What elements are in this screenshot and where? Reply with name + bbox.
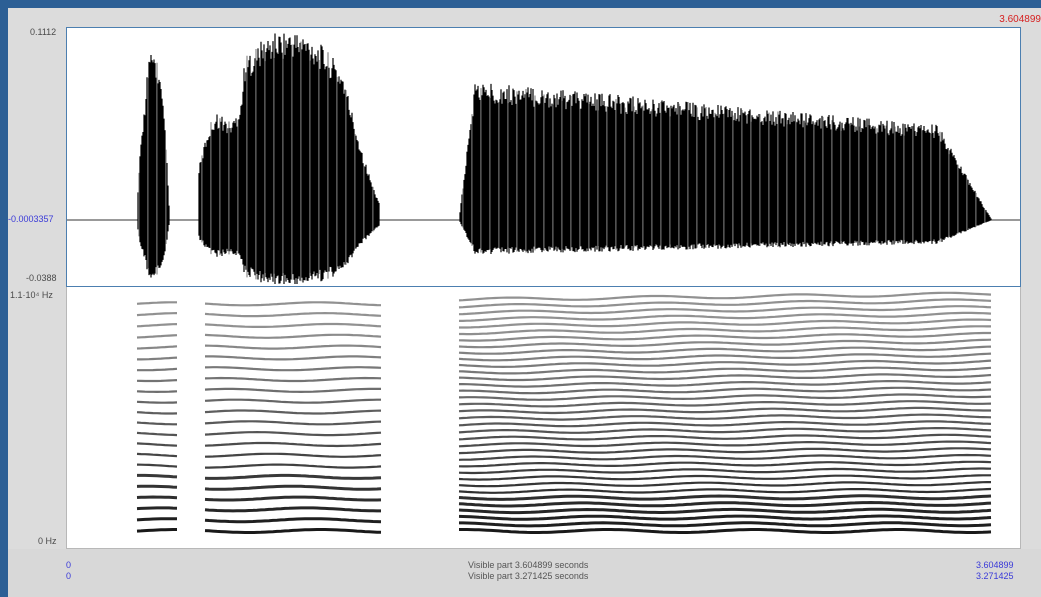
spectrogram-segment-2 <box>204 301 382 534</box>
visible-part-label-2: Visible part 3.271425 seconds <box>468 571 589 581</box>
visible-end-time-2: 3.271425 <box>976 571 1014 581</box>
visible-start-time: 0 <box>66 560 72 570</box>
waveform-y-mid-label: -0.0003357 <box>8 214 54 224</box>
waveform-y-min-label: -0.0388 <box>26 273 57 283</box>
spectrogram-segment-1 <box>136 301 178 533</box>
sound-editor-window: 3.604899 0.1112 -0.0003357 -0.0388 1.1·1… <box>8 8 1041 597</box>
spectrogram-y-max-label: 1.1·10⁴ Hz <box>10 290 53 300</box>
visible-end-time: 3.604899 <box>976 560 1014 570</box>
spectrogram-segment-3 <box>458 291 992 534</box>
waveform-panel[interactable] <box>66 27 1021 287</box>
spectrogram-panel[interactable] <box>66 287 1021 549</box>
visible-part-label: Visible part 3.604899 seconds <box>468 560 589 570</box>
waveform-graphic <box>67 33 1020 284</box>
waveform-y-max-label: 0.1112 <box>30 27 57 37</box>
cursor-time-label: 3.604899 <box>999 14 1041 25</box>
spectrogram-y-min-label: 0 Hz <box>38 536 57 546</box>
visible-start-time-2: 0 <box>66 571 72 581</box>
spectrogram-graphic <box>136 291 992 534</box>
waveform-envelope <box>137 33 992 284</box>
time-bar[interactable]: 0 0 Visible part 3.604899 seconds Visibl… <box>8 549 1041 597</box>
